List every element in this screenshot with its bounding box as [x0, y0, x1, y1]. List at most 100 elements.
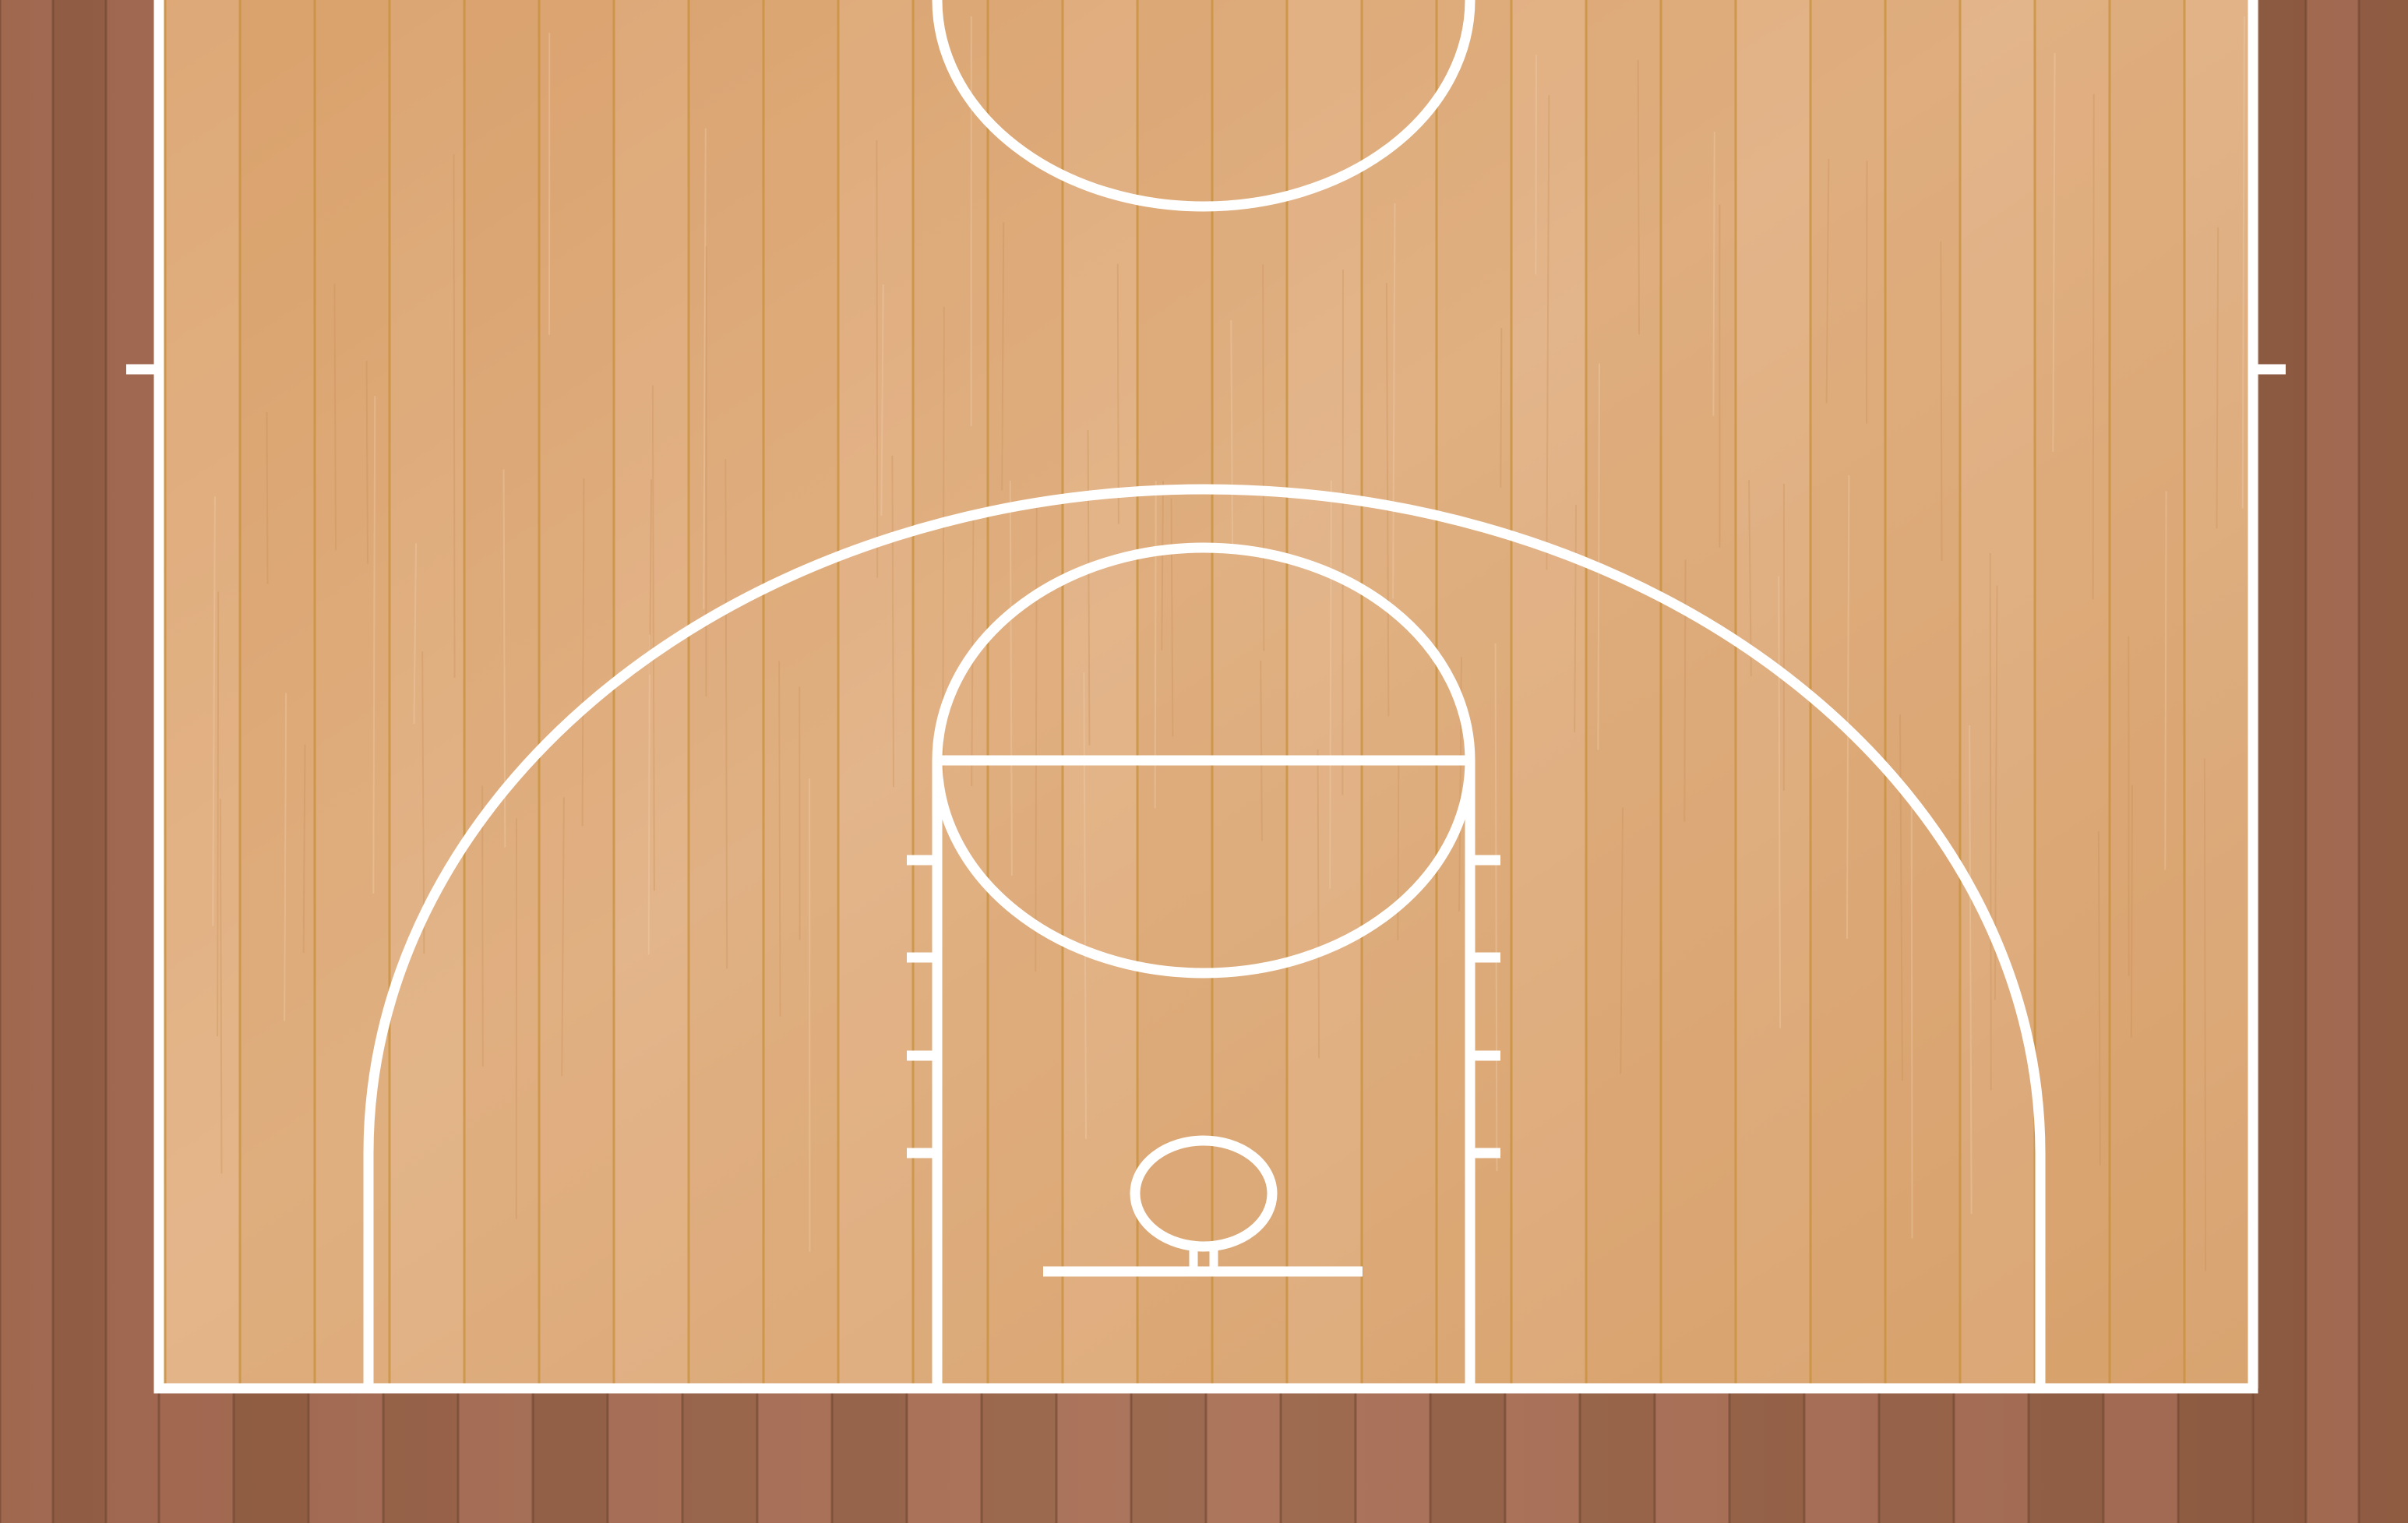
court-wood-grain: [1574, 505, 1578, 732]
court-wood-grain: [647, 634, 650, 955]
court-wood-grain: [1329, 480, 1332, 889]
surround-plank: [2029, 1393, 2103, 1523]
court-wood-grain: [212, 496, 216, 926]
surround-plank: [1655, 1393, 1729, 1523]
court-wood-grain: [1341, 270, 1345, 795]
court-plank: [1885, 0, 1960, 1388]
surround-plank: [533, 1393, 608, 1523]
court-wood-grain: [703, 128, 707, 609]
surround-plank: [1206, 1393, 1281, 1523]
surround-plank: [2178, 1393, 2253, 1523]
court-wood-grain: [2052, 53, 2056, 452]
court-wood-grain: [1899, 714, 1903, 1081]
court-plank: [614, 0, 689, 1388]
court-wood-grain: [1778, 576, 1782, 1028]
surround-plank: [1879, 1393, 1954, 1523]
court-wood-grain: [1597, 363, 1600, 750]
court-wood-grain: [1910, 798, 1913, 1239]
court-wood-grain: [2164, 491, 2167, 870]
court-wood-grain: [1009, 481, 1013, 876]
surround-plank: [1131, 1393, 1206, 1523]
court-wood-grain: [266, 411, 269, 584]
court-wood-grain: [284, 693, 287, 1021]
court-plank: [1063, 0, 1137, 1388]
court-wood-grain: [219, 799, 223, 1174]
court-wood-grain: [217, 591, 220, 1037]
court-wood-grain: [581, 478, 585, 827]
court-wood-grain: [876, 140, 879, 578]
court-plank: [240, 0, 315, 1388]
court-plank: [1960, 0, 2035, 1388]
surround-plank: [458, 1393, 533, 1523]
court-wood-grain: [1535, 55, 1538, 275]
court-wood-grain: [880, 284, 884, 516]
surround-plank: [1729, 1393, 1804, 1523]
court-wood-grain: [649, 479, 653, 675]
surround-plank: [159, 1393, 234, 1523]
surround-plank: [1430, 1393, 1505, 1523]
court-floor: [159, 0, 2253, 1388]
surround-plank: [1056, 1393, 1131, 1523]
court-plank: [838, 0, 913, 1388]
surround-plank: [1580, 1393, 1655, 1523]
court-wood-grain: [2130, 785, 2134, 1038]
court-wood-grain: [1116, 263, 1119, 524]
boundary-lines: [153, 0, 2258, 1394]
court-plank: [1810, 0, 1885, 1388]
court-plank: [1586, 0, 1661, 1388]
surround-plank: [106, 0, 159, 1523]
surround-plank: [1505, 1393, 1580, 1523]
court-wood-grain: [1825, 159, 1830, 404]
three-point-arc: [363, 484, 2046, 1388]
court-wood-grain: [1683, 559, 1687, 822]
surround-plank: [1281, 1393, 1356, 1523]
surround-plank: [907, 1393, 982, 1523]
court-wood-grain: [413, 543, 418, 725]
court-wood-grain: [1170, 498, 1174, 737]
court-wood-grain: [1846, 475, 1850, 939]
court-plank: [988, 0, 1063, 1388]
court-wood-grain: [1712, 132, 1715, 416]
court-wood-grain: [1500, 327, 1503, 488]
court-wood-grain: [1385, 283, 1390, 717]
rim: [1130, 1135, 1278, 1252]
court-wood-grain: [2241, 16, 2245, 509]
court-plank: [689, 0, 763, 1388]
court-wood-grain: [1087, 429, 1091, 746]
court-wood-grain: [453, 153, 456, 678]
court-wood-grain: [1001, 222, 1005, 491]
court-wood-grain: [1969, 725, 1973, 1215]
court-wood-grain: [778, 661, 781, 1017]
court-plank: [2184, 0, 2259, 1388]
surround-plank: [2306, 0, 2359, 1523]
court-wood-grain: [1260, 660, 1263, 841]
court-wood-grain: [2097, 831, 2101, 1166]
court-plank: [390, 0, 464, 1388]
court-wood-grain: [1230, 319, 1234, 549]
court-plank: [2110, 0, 2184, 1388]
court-plank: [2035, 0, 2110, 1388]
surround-plank: [2253, 0, 2306, 1523]
court-wood-grain: [1392, 203, 1396, 599]
court-wood-grain: [2216, 227, 2219, 529]
court-wood-grain: [1494, 643, 1498, 1171]
court-wood-grain: [1620, 807, 1624, 1074]
court-wood-grain: [651, 385, 655, 891]
court-wood-grain: [1546, 95, 1550, 570]
court-plank: [1287, 0, 1362, 1388]
court-wood-grain: [333, 284, 337, 551]
center-circle: [932, 0, 1475, 212]
court-wood-grain: [1035, 499, 1038, 972]
court-wood-grain: [1748, 480, 1752, 677]
surround-plank: [383, 1393, 458, 1523]
court-plank: [315, 0, 390, 1388]
court-wood-grain: [372, 396, 376, 894]
surround-plank: [982, 1393, 1056, 1523]
court-plank: [165, 0, 240, 1388]
court-wood-grain: [1161, 481, 1164, 651]
surround-plank: [2359, 0, 2408, 1523]
surround-plank: [1356, 1393, 1430, 1523]
surround-plank: [832, 1393, 907, 1523]
